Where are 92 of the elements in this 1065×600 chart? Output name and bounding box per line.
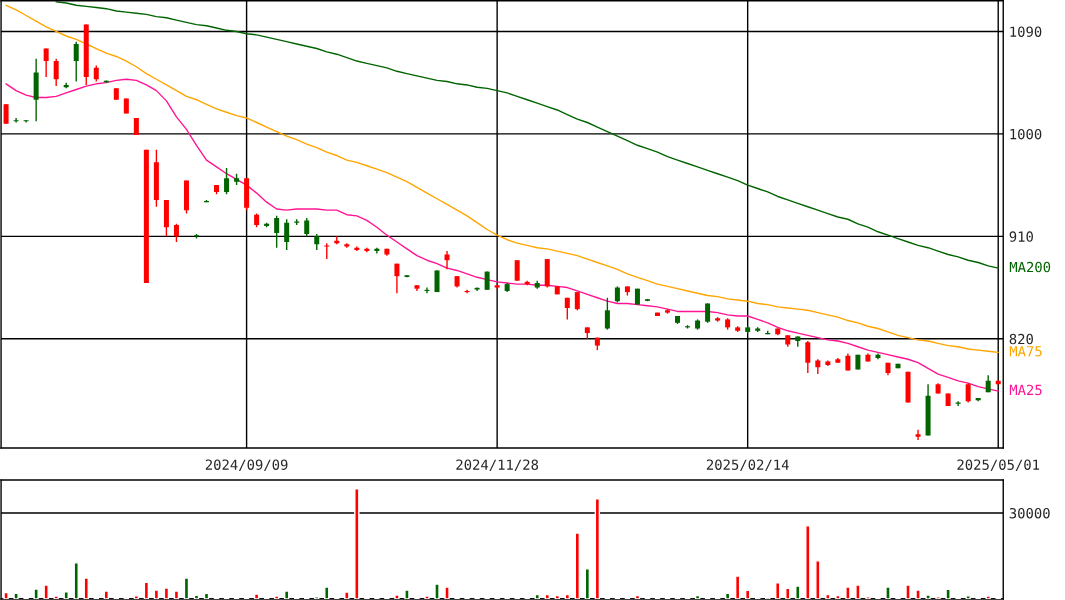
bar (424, 595, 430, 599)
bar (273, 595, 280, 599)
series-label: MA75 (1009, 346, 1042, 357)
bar (63, 591, 69, 599)
bar (143, 581, 150, 599)
bar (734, 575, 741, 599)
bar (985, 595, 991, 599)
bar (744, 589, 751, 599)
bar (965, 595, 971, 599)
x-tick-label: 2024/09/09 (205, 459, 288, 472)
candlestick (3, 103, 9, 125)
bar (33, 588, 39, 599)
bar (915, 589, 921, 599)
bar (283, 590, 290, 599)
bar (935, 595, 941, 599)
bar (544, 593, 550, 599)
bar (163, 587, 170, 599)
bar (775, 582, 781, 599)
series-label: MA25 (1009, 384, 1042, 396)
bar (183, 577, 190, 599)
bar (835, 594, 841, 599)
bar (203, 592, 210, 599)
bar (253, 593, 260, 599)
line-series (5, 78, 999, 392)
line-series (55, 1, 999, 269)
bar (103, 590, 109, 599)
candlestick (73, 40, 79, 83)
candlestick (955, 400, 961, 407)
candlestick (284, 218, 290, 251)
x-tick-label: 2025/02/14 (706, 459, 789, 472)
candlestick (53, 58, 59, 87)
bar (855, 584, 861, 599)
bar (534, 593, 540, 599)
bar (43, 584, 49, 599)
bar (945, 588, 951, 599)
line-series (5, 4, 999, 354)
bar (3, 591, 9, 599)
bar (404, 589, 410, 599)
bar (354, 488, 360, 599)
bar (83, 577, 89, 599)
bar (394, 594, 400, 599)
bar (795, 585, 801, 599)
bar (865, 595, 871, 599)
candlestick (965, 382, 971, 404)
bar (444, 586, 450, 599)
y-tick-label: 30000 (1009, 507, 1050, 519)
y-tick-label: 820 (1009, 333, 1033, 345)
y-tick-label: 910 (1009, 231, 1033, 242)
bar (634, 594, 641, 599)
bar (825, 593, 831, 599)
series-label: MA200 (1009, 261, 1051, 273)
bar (724, 592, 731, 599)
bar (133, 595, 140, 599)
candlestick (304, 217, 310, 238)
y-tick-label: 1090 (1010, 26, 1042, 37)
y-tick-label: 1000 (1010, 128, 1042, 140)
candlestick (224, 167, 230, 195)
candlestick (173, 223, 179, 243)
bar (815, 560, 821, 599)
bar (554, 594, 560, 599)
bar (885, 586, 891, 599)
bar (193, 594, 200, 599)
bar (53, 595, 59, 599)
candlestick (394, 262, 400, 294)
bar (434, 583, 440, 599)
candlestick (43, 47, 49, 78)
candlestick (805, 340, 811, 374)
bar (574, 532, 581, 599)
bar (925, 594, 931, 599)
candlestick (274, 215, 280, 249)
candlestick (574, 291, 580, 311)
candlestick (705, 302, 711, 324)
bar (314, 595, 320, 599)
bar (594, 498, 601, 599)
candlestick (514, 259, 520, 282)
bar (694, 594, 701, 599)
bar (13, 592, 19, 599)
bar (905, 584, 911, 599)
x-tick-label: 2024/11/28 (456, 459, 539, 472)
bar (173, 590, 180, 599)
bar (805, 525, 811, 599)
bar (324, 586, 330, 599)
bar (73, 562, 79, 599)
x-tick-label: 2025/05/01 (957, 459, 1040, 472)
bar (845, 586, 851, 599)
bar (344, 591, 350, 599)
bar (584, 568, 591, 599)
candlestick (915, 429, 921, 441)
bar (153, 589, 160, 599)
bar (785, 587, 791, 599)
candlestick (604, 297, 610, 331)
bar (564, 593, 570, 599)
